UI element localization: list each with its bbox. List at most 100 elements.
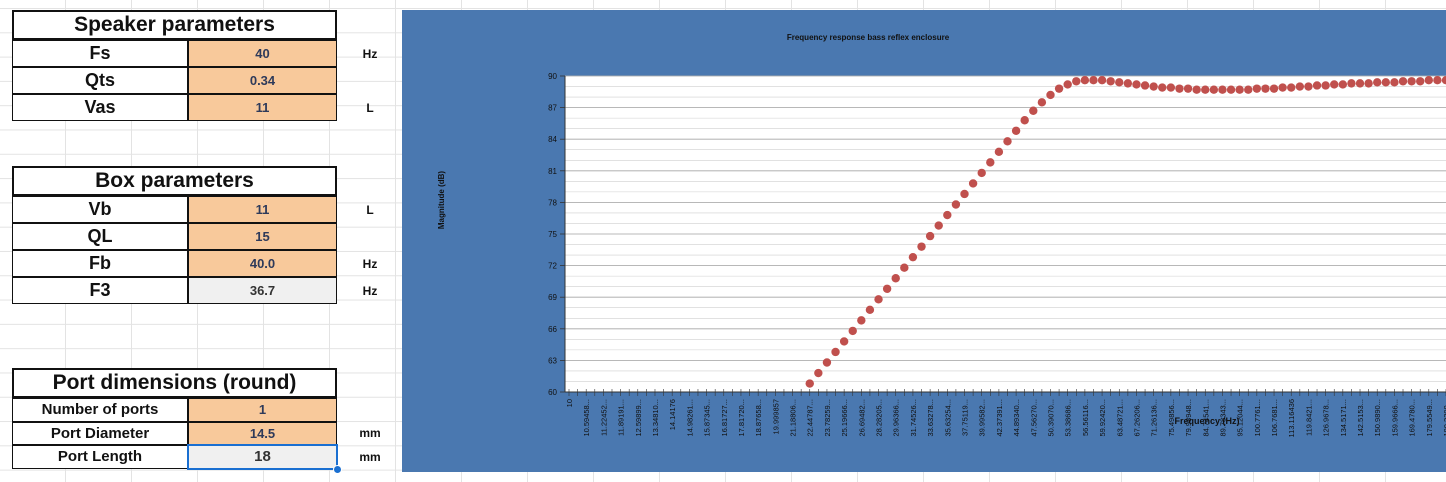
speaker-unit-fs: Hz bbox=[362, 46, 378, 61]
data-point bbox=[1123, 79, 1133, 88]
x-tick-label: 14.98261... bbox=[685, 399, 694, 437]
data-point bbox=[805, 379, 814, 388]
frequency-response-chart[interactable]: 60 63 66 69 72 75 78 81 84 87 90 10 10.59458... 11.22… bbox=[402, 10, 1446, 472]
x-tick-label: 59.92420... bbox=[1098, 399, 1107, 437]
data-point bbox=[1132, 80, 1141, 89]
box-label-vb: Vb bbox=[12, 196, 188, 223]
data-point bbox=[1226, 85, 1236, 94]
box-value-f3[interactable]: 36.7 bbox=[188, 277, 337, 304]
x-tick-label: 159.9666... bbox=[1390, 399, 1399, 437]
data-point bbox=[1037, 98, 1047, 107]
data-point bbox=[848, 326, 857, 336]
chart-svg: 60 63 66 69 72 75 78 81 84 87 90 10 10.59458... 11.22… bbox=[437, 33, 1446, 438]
box-value-ql[interactable]: 15 bbox=[188, 223, 337, 250]
x-axis-label: Frequency (Hz) bbox=[1174, 416, 1239, 426]
port-unit-port-diameter: mm bbox=[359, 426, 381, 441]
data-point bbox=[1244, 85, 1253, 94]
x-tick-label: 25.19666... bbox=[840, 399, 849, 437]
data-point bbox=[1441, 76, 1446, 85]
y-tick-label: 87 bbox=[548, 104, 557, 113]
y-axis-label: Magnitude (dB) bbox=[437, 171, 446, 230]
data-point bbox=[977, 168, 986, 178]
x-tick-label: 79.98948... bbox=[1184, 399, 1193, 437]
data-point bbox=[1166, 83, 1176, 92]
x-tick-label: 29.96366... bbox=[892, 399, 901, 437]
data-point bbox=[960, 189, 969, 199]
data-point bbox=[1235, 85, 1244, 94]
box-label-ql: QL bbox=[12, 223, 188, 250]
port-title: Port dimensions (round) bbox=[12, 368, 337, 398]
data-point bbox=[1398, 77, 1408, 86]
data-point bbox=[1149, 82, 1158, 91]
speaker-value-vas[interactable]: 11 bbox=[188, 94, 337, 121]
data-point bbox=[1330, 80, 1339, 89]
speaker-label-qts: Qts bbox=[12, 67, 188, 94]
x-tick-label: 56.56116... bbox=[1081, 399, 1090, 436]
speaker-value-fs[interactable]: 40 bbox=[188, 40, 337, 67]
data-point bbox=[1115, 78, 1124, 87]
x-tick-label: 16.81727... bbox=[720, 399, 729, 437]
data-point bbox=[1321, 81, 1330, 90]
data-point bbox=[1373, 78, 1382, 87]
data-point bbox=[882, 284, 892, 293]
data-point bbox=[986, 158, 995, 167]
data-point bbox=[1390, 78, 1399, 87]
data-point bbox=[943, 210, 952, 220]
data-point bbox=[865, 305, 875, 315]
data-point bbox=[951, 200, 961, 209]
data-point bbox=[1080, 76, 1090, 85]
x-tick-label: 106.7681... bbox=[1270, 399, 1279, 437]
y-tick-label: 84 bbox=[548, 135, 557, 144]
x-tick-label: 22.44787... bbox=[806, 399, 815, 437]
x-tick-label: 28.28205... bbox=[875, 399, 884, 437]
data-point bbox=[1424, 76, 1434, 85]
data-point bbox=[1218, 85, 1227, 94]
x-tick-label: 150.9890... bbox=[1373, 399, 1382, 437]
x-tick-label: 89.78343... bbox=[1218, 399, 1227, 437]
x-tick-label: 26.69482... bbox=[857, 399, 866, 437]
data-point bbox=[1097, 76, 1107, 85]
data-point bbox=[1054, 84, 1064, 93]
y-tick-label: 60 bbox=[548, 388, 557, 397]
data-point bbox=[900, 263, 909, 272]
x-tick-label: 169.4780... bbox=[1408, 399, 1417, 437]
port-value-port-length[interactable]: 18 bbox=[187, 444, 338, 470]
data-point bbox=[1192, 85, 1201, 94]
data-point bbox=[1158, 83, 1167, 92]
data-point bbox=[1338, 80, 1348, 89]
x-tick-label: 11.22452... bbox=[599, 399, 608, 436]
y-tick-label: 72 bbox=[548, 262, 557, 271]
port-label-port-diameter: Port Diameter bbox=[12, 421, 188, 445]
data-point bbox=[994, 147, 1004, 157]
x-tick-label: 100.7761... bbox=[1253, 399, 1262, 437]
data-point bbox=[934, 221, 943, 230]
speaker-title: Speaker parameters bbox=[12, 10, 337, 40]
data-point bbox=[1416, 77, 1425, 86]
x-tick-label: 33.63278... bbox=[926, 399, 935, 437]
y-tick-label: 69 bbox=[548, 293, 557, 302]
y-tick-label: 75 bbox=[548, 230, 557, 239]
x-tick-label: 11.89191... bbox=[617, 399, 626, 436]
x-tick-label: 18.87658... bbox=[754, 399, 763, 437]
data-point bbox=[917, 242, 926, 251]
data-point bbox=[1209, 85, 1219, 94]
data-point bbox=[1175, 84, 1184, 93]
port-value-number-of-ports[interactable]: 1 bbox=[188, 398, 337, 422]
selection-fill-handle[interactable] bbox=[333, 464, 342, 474]
port-label-number-of-ports: Number of ports bbox=[12, 398, 188, 422]
data-point bbox=[908, 252, 918, 262]
x-tick-label: 142.5153... bbox=[1356, 399, 1365, 437]
x-tick-label: 17.81720... bbox=[737, 399, 746, 437]
speaker-value-qts[interactable]: 0.34 bbox=[188, 67, 337, 94]
box-unit-fb: Hz bbox=[362, 256, 378, 271]
box-unit-f3: Hz bbox=[362, 283, 378, 298]
port-value-port-diameter[interactable]: 14.5 bbox=[188, 421, 337, 445]
box-value-vb[interactable]: 11 bbox=[188, 196, 337, 223]
box-unit-vb: L bbox=[366, 202, 374, 217]
x-tick-label: 95.12044... bbox=[1236, 399, 1245, 437]
x-tick-label: 15.87345... bbox=[703, 399, 712, 437]
x-tick-label: 113.116436 bbox=[1287, 399, 1296, 438]
x-tick-label: 10.59458... bbox=[582, 399, 591, 437]
data-point bbox=[1261, 84, 1270, 93]
box-value-fb[interactable]: 40.0 bbox=[188, 250, 337, 277]
